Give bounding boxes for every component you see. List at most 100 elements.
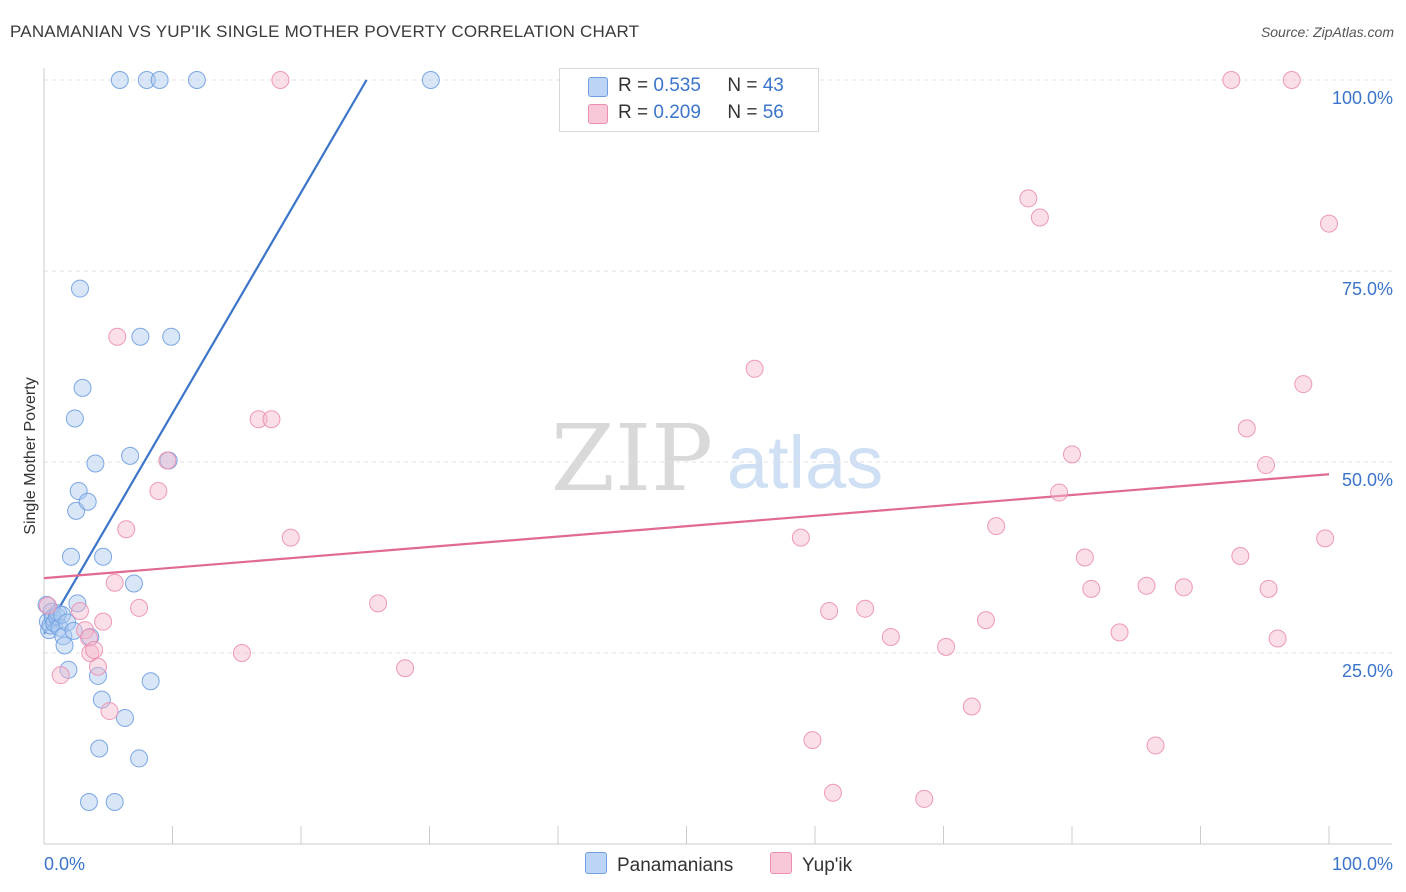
yupik-point [1257,456,1276,475]
yupik-point [881,627,900,646]
yupik-point [820,601,839,620]
yupik-point [1259,579,1278,598]
yupik-point [232,644,251,662]
legend-r-label: R = [618,75,654,96]
panamanians-point [65,409,84,428]
yupik-point [1282,71,1301,89]
gridlines [44,79,1392,654]
legend-r-value: 0.535 [653,75,701,96]
x-tick-label: 100.0% [1332,854,1393,874]
trend-lines [43,79,1330,635]
y-tick-label: 25.0% [1342,661,1393,681]
yupik-point [1222,71,1241,89]
yupik-point [1075,548,1094,567]
yupik-point [1019,189,1038,208]
chart-title: PANAMANIAN VS YUP'IK SINGLE MOTHER POVER… [10,22,640,41]
yupik-point [100,702,119,721]
yupik-point [70,601,89,620]
yupik-point [823,783,842,802]
axes [43,68,1392,845]
yupik-point [1231,546,1250,565]
yupik-point [937,637,956,656]
yupik-point [745,359,764,378]
yupik-point [856,599,875,618]
yupik-point [1294,375,1313,394]
panamanians-point [54,627,73,646]
series-legend-yupik: Yup'ik [770,852,852,877]
panamanians-point [110,71,129,89]
y-tick-label: 50.0% [1342,470,1393,490]
yupik-point [1110,623,1129,642]
series-legend-panamanians: Panamanians [585,852,733,877]
panamanians-point [131,327,150,346]
yupik-point [1137,576,1156,595]
axis-labels: Single Mother Poverty 25.0% 50.0% 75.0% 100… [22,88,1393,874]
panamanians-point [124,574,143,593]
panamanians-point [141,672,160,691]
panamanians-point [79,792,98,811]
panamanians-point [115,708,134,727]
yupik-point [281,528,300,547]
yupik-point [1316,529,1335,548]
yupik-point [262,410,281,429]
yupik-point [271,71,290,89]
series-name-yupik: Yup'ik [802,855,853,876]
yupik-point [158,451,177,470]
series-swatch-yupik [770,852,792,874]
y-axis-label: Single Mother Poverty [22,377,39,534]
panamanians-point [94,547,113,566]
yupik-point [1063,445,1081,464]
yupik-point [396,659,415,678]
panamanians-point [137,71,156,89]
legend-swatch-yupik [588,104,608,124]
yupik-point [108,327,127,346]
yupik-point [130,598,149,617]
panamanians-point [90,739,109,758]
yupik-point [85,640,104,659]
yupik-point [369,594,388,613]
series-swatch-panamanians [585,852,607,874]
panamanians-point [86,454,105,473]
panamanians-point [78,492,97,511]
panamanians-point [121,446,140,465]
legend-n-label: N = [727,75,763,96]
legend-swatch-panamanians [588,77,608,97]
panamanians-trend-line [43,79,368,635]
yupik-point [117,520,136,539]
yupik-point [1082,579,1101,598]
panamanians-point [55,636,74,655]
yupik-point [38,596,57,615]
legend-n-value: 43 [762,75,784,96]
yupik-point [976,611,995,630]
legend-n-label: N = [727,102,763,123]
watermark-zip: ZIP [551,405,713,512]
yupik-point [1237,419,1256,438]
legend-n-value: 56 [762,102,784,123]
panamanians-point [88,666,107,685]
panamanians-point [187,71,206,89]
yupik-point [1268,629,1287,648]
panamanians-point [105,792,124,811]
yupik-point [94,612,113,631]
yupik-point [915,789,934,808]
yupik-point [987,517,1006,536]
yupik-point [803,731,822,750]
watermark: ZIP atlas [551,405,883,512]
legend-r-value: 0.209 [653,102,701,123]
panamanians-point [162,327,181,346]
panamanians-point [421,71,440,89]
data-points [37,71,1338,811]
yupik-point [51,666,70,685]
yupik-point [1146,736,1165,755]
yupik-point [1050,483,1069,502]
chart-source: Source: ZipAtlas.com [1260,24,1394,40]
panamanians-point [73,378,92,397]
yupik-point [1320,214,1338,233]
yupik-point [791,528,810,547]
legend-r-label: R = [618,102,654,123]
correlation-legend: R = 0.535 N = 43 R = 0.209 N = 56 [559,68,819,132]
yupik-trend-line [43,473,1330,580]
panamanians-point [70,279,89,298]
yupik-point [105,573,124,592]
